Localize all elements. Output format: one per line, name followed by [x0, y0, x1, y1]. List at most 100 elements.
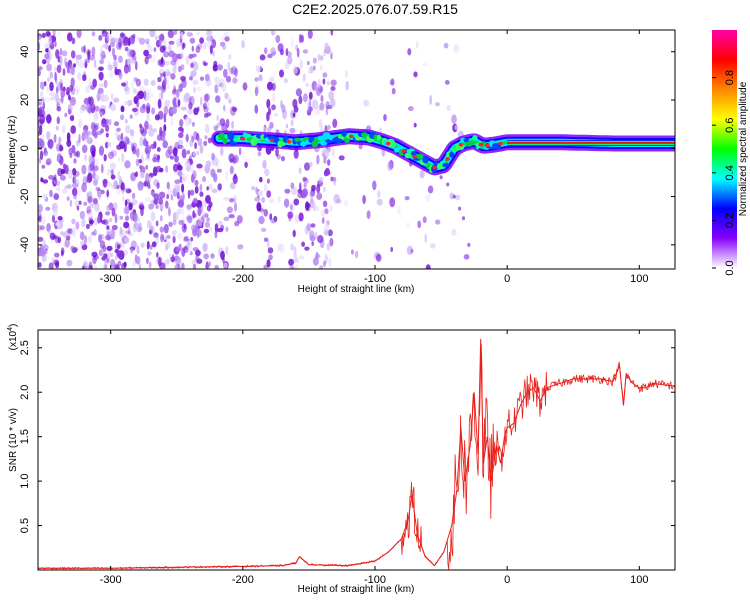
noise-speck: [125, 80, 128, 88]
noise-speck: [190, 62, 194, 69]
noise-speck: [217, 183, 222, 191]
noise-speck: [38, 35, 42, 42]
signal-blob: [341, 130, 347, 137]
noise-speck: [224, 92, 229, 100]
noise-speck: [38, 69, 41, 77]
noise-speck: [313, 65, 316, 71]
noise-speck: [83, 175, 87, 184]
noise-speck: [213, 60, 218, 68]
noise-speck: [49, 81, 54, 92]
noise-speck: [125, 188, 132, 194]
noise-speck: [38, 204, 43, 213]
noise-speck: [203, 42, 207, 50]
noise-speck: [145, 172, 150, 183]
noise-speck: [104, 35, 110, 44]
signal-hotspot: [412, 154, 417, 159]
noise-speck: [289, 201, 296, 212]
noise-speck: [181, 208, 185, 216]
noise-speck: [98, 83, 105, 88]
noise-speck: [121, 189, 125, 195]
noise-speck: [134, 172, 138, 177]
noise-speck: [46, 114, 52, 124]
noise-speck: [263, 183, 268, 192]
noise-speck: [331, 148, 336, 157]
noise-speck: [435, 219, 441, 225]
noise-speck: [319, 55, 324, 61]
noise-speck: [288, 211, 292, 222]
noise-speck: [73, 158, 77, 164]
noise-speck: [83, 201, 88, 206]
noise-speck: [179, 176, 183, 183]
noise-speck: [80, 104, 86, 111]
noise-speck: [106, 225, 110, 230]
noise-speck: [192, 210, 196, 219]
noise-speck: [338, 155, 345, 161]
noise-speck: [216, 228, 224, 233]
noise-speck: [165, 243, 169, 251]
noise-speck: [308, 98, 312, 109]
noise-speck: [199, 183, 203, 192]
noise-speck: [129, 129, 135, 137]
noise-speck: [310, 223, 316, 228]
noise-speck: [223, 31, 230, 38]
noise-speck: [300, 34, 304, 43]
noise-speck: [292, 98, 298, 109]
noise-speckle-layer: [38, 30, 470, 269]
noise-speck: [91, 31, 96, 37]
noise-speck: [180, 106, 187, 111]
noise-speck: [116, 184, 120, 190]
noise-speck: [176, 88, 180, 98]
noise-speck: [166, 194, 169, 200]
noise-speck: [90, 144, 96, 155]
signal-blob: [227, 132, 235, 140]
noise-speck: [52, 36, 56, 43]
noise-speck: [203, 61, 208, 67]
noise-speck: [330, 30, 334, 36]
noise-speck: [312, 201, 316, 212]
noise-speck: [203, 253, 209, 260]
noise-speck: [221, 83, 227, 93]
noise-speck: [189, 189, 195, 196]
noise-speck: [206, 205, 212, 212]
noise-speck: [269, 198, 275, 203]
noise-speck: [185, 133, 189, 143]
signal-blob: [390, 142, 397, 147]
noise-speck: [145, 165, 149, 170]
signal-hotspot: [286, 139, 292, 144]
noise-speck: [279, 48, 284, 56]
noise-speck: [41, 32, 46, 39]
noise-speck: [110, 174, 116, 180]
noise-speck: [344, 70, 348, 78]
noise-speck: [225, 170, 228, 181]
signal-hotspot: [432, 165, 437, 170]
noise-speck: [187, 189, 191, 199]
noise-speck: [58, 136, 62, 145]
noise-speck: [190, 70, 197, 77]
noise-speck: [119, 229, 126, 239]
noise-speck: [322, 260, 327, 268]
noise-speck: [103, 264, 107, 269]
noise-speck: [231, 120, 235, 129]
noise-speck: [89, 202, 95, 209]
noise-speck: [38, 131, 41, 137]
noise-speck: [81, 144, 88, 154]
noise-speck: [151, 241, 157, 248]
noise-speck: [214, 76, 220, 84]
noise-speck: [330, 176, 335, 182]
noise-speck: [129, 114, 133, 119]
noise-speck: [114, 66, 118, 76]
noise-speck: [427, 185, 434, 194]
noise-speck: [121, 82, 127, 87]
noise-speck: [112, 60, 118, 69]
noise-speck: [94, 174, 100, 182]
noise-speck: [390, 78, 395, 86]
noise-speck: [205, 123, 210, 134]
noise-speck: [53, 134, 57, 143]
noise-speck: [327, 47, 332, 55]
noise-speck: [191, 121, 195, 127]
noise-speck: [328, 90, 335, 101]
noise-speck: [288, 258, 294, 266]
noise-speck: [227, 61, 231, 71]
noise-speck: [159, 191, 166, 199]
noise-speck: [60, 95, 64, 104]
